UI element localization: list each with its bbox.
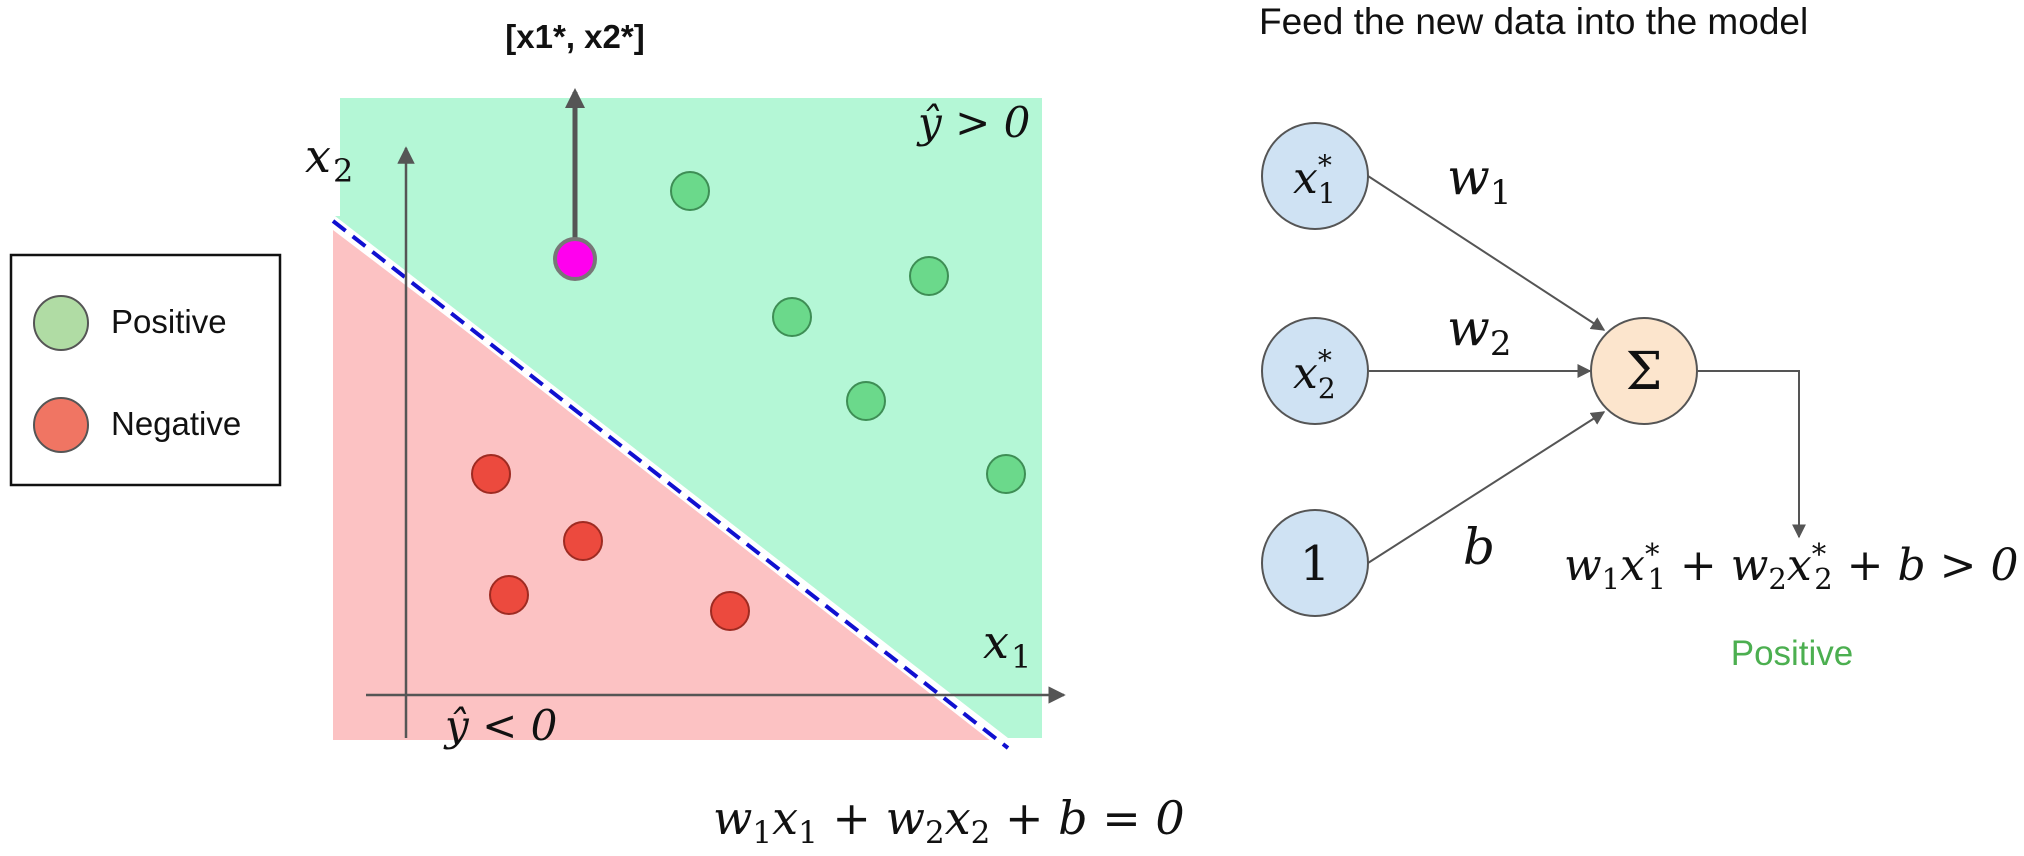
legend: Positive Negative bbox=[9, 253, 282, 487]
positive-region bbox=[335, 98, 1042, 738]
edge-sum-output bbox=[1698, 370, 1806, 539]
y-axis-label: x2 bbox=[305, 129, 353, 190]
output-equation: w1x* 1 + w2x* 2 + b > 0 bbox=[1564, 537, 2019, 596]
negative-region-label: ŷ < 0 bbox=[443, 701, 557, 750]
positive-point bbox=[670, 171, 710, 211]
negative-point bbox=[471, 454, 511, 494]
new-point-label: [x1*, x2*] bbox=[505, 18, 644, 55]
sum-symbol: Σ bbox=[1626, 342, 1663, 402]
positive-point bbox=[909, 256, 949, 296]
legend-negative-swatch bbox=[33, 397, 89, 453]
result-label: Positive bbox=[1731, 634, 1854, 673]
positive-point bbox=[986, 454, 1026, 494]
edge-bias-sum bbox=[1367, 411, 1606, 564]
right-title: Feed the new data into the model bbox=[1259, 1, 1808, 42]
boundary-equation: w1x1 + w2x2 + b = 0 bbox=[713, 791, 1185, 851]
negative-point bbox=[563, 521, 603, 561]
sum-node bbox=[1590, 317, 1698, 425]
positive-point bbox=[846, 381, 886, 421]
weight-b: b bbox=[1463, 518, 1495, 576]
x-axis-label: x1 bbox=[983, 615, 1031, 676]
bias-input-label: 1 bbox=[1300, 536, 1331, 592]
positive-region-label: ŷ > 0 bbox=[916, 98, 1030, 147]
new-data-point bbox=[553, 237, 597, 281]
legend-positive-label: Positive bbox=[111, 303, 227, 340]
scatter-plot: x2 x1 ŷ > 0 ŷ < 0 [x1*, x2*] w1x1 + w2x2… bbox=[305, 18, 1185, 851]
input-node-x2 bbox=[1261, 317, 1369, 425]
positive-point bbox=[772, 297, 812, 337]
legend-positive-swatch bbox=[33, 295, 89, 351]
decision-boundary bbox=[331, 219, 1010, 750]
weight-w2: w2 bbox=[1447, 299, 1511, 364]
input-node-x1-label: x* 1 bbox=[1293, 149, 1336, 210]
input-node-x2-label: x* 2 bbox=[1293, 344, 1336, 405]
weight-w1: w1 bbox=[1447, 148, 1511, 213]
perceptron-diagram: Feed the new data into the model x* 1 x* 2… bbox=[1259, 1, 2019, 673]
input-node-x1 bbox=[1261, 122, 1369, 230]
edge-input1-sum bbox=[1367, 175, 1606, 331]
legend-negative-label: Negative bbox=[111, 405, 241, 442]
negative-point bbox=[489, 575, 529, 615]
bias-input-node bbox=[1261, 509, 1369, 617]
negative-point bbox=[710, 591, 750, 631]
